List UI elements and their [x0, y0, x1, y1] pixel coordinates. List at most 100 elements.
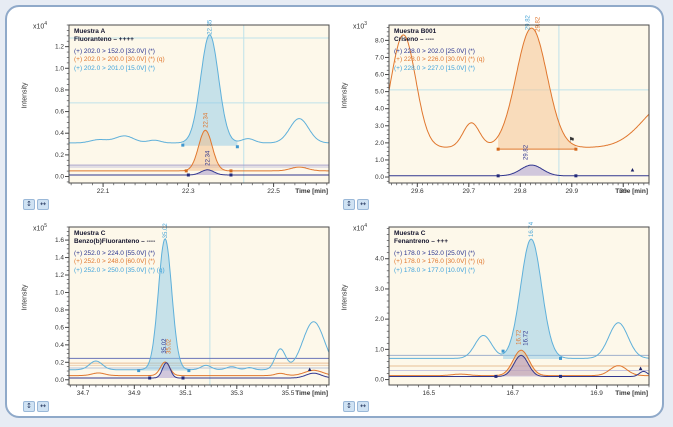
- light-blue-trace: [68, 34, 329, 144]
- annotation-glyphs: ▲: [307, 367, 313, 373]
- axis-ticks: 16.5 16.7 16.9 0.0 1.0 2.0 3.0 4.0 Time [min]: [375, 228, 650, 397]
- y-axis-tick-label: 8.0: [375, 37, 384, 44]
- integration-markers: [137, 369, 191, 380]
- x-axis-tick-label: 35.5: [282, 390, 295, 397]
- retention-time-label: 22.34: [203, 112, 209, 128]
- trace-legend: Muestra A Fluoranteno – ++++ (+) 202.0 > 1…: [74, 28, 165, 73]
- axis-zoom-buttons: ↕ ↔: [343, 401, 369, 412]
- y-axis-tick-label: 5.0: [375, 89, 384, 96]
- autoscale-y-button[interactable]: ↕: [343, 401, 355, 412]
- x-axis-title: Time [min]: [295, 390, 328, 397]
- x-axis-title: Time [min]: [615, 390, 648, 397]
- peak-fill-areas: [498, 28, 576, 176]
- retention-time-label: 35.02: [162, 338, 168, 354]
- orange-trace: [388, 27, 650, 148]
- y-axis-tick-label: 2.0: [375, 140, 384, 147]
- x-axis-tick-label: 16.5: [423, 390, 436, 397]
- transition-label: (+) 252.0 > 224.0 [55.0V] (*): [74, 249, 155, 257]
- navy-trace: [389, 354, 650, 377]
- autoscale-y-button[interactable]: ↕: [343, 199, 355, 210]
- chromatogram-panel-muestra-c-benzo-b-fluoranteno: ▲ 35.02 35.02 35.02 34.7 34.9 35.1 35.3 35.5 0.0 0…: [19, 217, 335, 415]
- retention-time-labels: 29.82 29.82 29.82: [523, 15, 541, 160]
- autoscale-x-button[interactable]: ↔: [357, 401, 369, 412]
- x-axis-tick-label: 29.9: [565, 188, 578, 195]
- y-axis-title: Intensity: [21, 284, 29, 311]
- transition-label: (+) 178.0 > 177.0 [10.0V] (*): [394, 266, 475, 274]
- x-axis-title: Time [min]: [295, 188, 328, 195]
- plot-area-muestra-a-fluoranteno[interactable]: 22.35 22.34 22.34 22.1 22.3 22.5 0.0 0.2 0.4 0.6 0…: [19, 15, 335, 213]
- retention-time-label: 35.02: [163, 223, 169, 239]
- x-axis-tick-label: 35.3: [230, 390, 243, 397]
- chromatogram-grid: 22.35 22.34 22.34 22.1 22.3 22.5 0.0 0.2 0.4 0.6 0…: [19, 15, 655, 415]
- transition-label: (+) 228.0 > 226.0 [30.0V] (*) (q): [394, 56, 485, 64]
- y-axis-tick-label: 0.4: [55, 342, 64, 349]
- y-axis-tick-label: 0.2: [55, 152, 64, 159]
- axis-ticks: 22.1 22.3 22.5 0.0 0.2 0.4 0.6 0.8 1.0 1.2 Time [m…: [55, 24, 328, 195]
- y-axis-tick-label: 1.2: [55, 272, 64, 279]
- y-axis-tick-label: 1.0: [55, 65, 64, 72]
- y-axis-tick-label: 0.2: [55, 359, 64, 366]
- y-axis-scale-label: x103: [353, 21, 368, 31]
- trace-legend: Muestra B001 Criseno – ---- (+) 228.0 > 20…: [394, 28, 485, 73]
- y-axis-tick-label: 0.6: [55, 109, 64, 116]
- transition-label: (+) 228.0 > 227.0 [15.0V] (*): [394, 64, 475, 72]
- y-axis-scale-label: x105: [33, 223, 48, 233]
- chromatogram-traces: [389, 238, 650, 377]
- axis-zoom-buttons: ↕ ↔: [343, 199, 369, 210]
- autoscale-x-button[interactable]: ↔: [37, 401, 49, 412]
- compound-name: Benzo(b)Fluoranteno – ----: [74, 238, 156, 246]
- plot-area-muestra-c-fenantreno[interactable]: ▲ 16.74 16.72 16.72 16.5 16.7 16.9 0.0 1.0 2.0 3.0…: [339, 217, 655, 415]
- svg-text:▲: ▲: [630, 167, 636, 173]
- x-axis-tick-label: 29.6: [411, 188, 424, 195]
- autoscale-x-button[interactable]: ↔: [37, 199, 49, 210]
- transition-label: (+) 252.0 > 248.0 [60.0V] (*): [74, 258, 155, 266]
- y-axis-tick-label: 6.0: [375, 72, 384, 79]
- figure-card: 22.35 22.34 22.34 22.1 22.3 22.5 0.0 0.2 0.4 0.6 0…: [5, 5, 664, 418]
- autoscale-y-button[interactable]: ↕: [23, 199, 35, 210]
- y-axis-title: Intensity: [341, 284, 349, 311]
- svg-text:▲: ▲: [307, 367, 313, 373]
- y-axis-tick-label: 2.0: [375, 316, 384, 323]
- trace-legend: Muestra C Benzo(b)Fluoranteno – ---- (+) 2…: [74, 230, 165, 275]
- x-axis-tick-label: 22.3: [182, 188, 195, 195]
- retention-time-label: 29.82: [525, 15, 531, 30]
- x-axis-tick-label: 29.7: [462, 188, 475, 195]
- sample-name: Muestra A: [74, 28, 106, 35]
- integration-markers: [496, 147, 578, 178]
- y-axis-tick-label: 0.0: [55, 174, 64, 181]
- y-axis-tick-label: 3.0: [375, 286, 384, 293]
- x-axis-tick-label: 22.1: [97, 188, 110, 195]
- chromatogram-panel-muestra-c-fenantreno: ▲ 16.74 16.72 16.72 16.5 16.7 16.9 0.0 1.0 2.0 3.0…: [339, 217, 655, 415]
- y-axis-tick-label: 1.6: [55, 237, 64, 244]
- y-axis-tick-label: 0.8: [55, 87, 64, 94]
- axis-zoom-buttons: ↕ ↔: [23, 199, 49, 210]
- y-axis-tick-label: 1.0: [55, 289, 64, 296]
- retention-time-label: 16.74: [529, 221, 535, 237]
- y-axis-tick-label: 0.4: [55, 130, 64, 137]
- navy-trace: [69, 169, 329, 176]
- chromatogram-traces: [68, 34, 329, 176]
- chromatogram-panel-muestra-b001-criseno: ⚑ ▲ 29.82 29.82 29.82 29.6 29.7 29.8 29.9 30 0.0 1.…: [339, 15, 655, 213]
- transition-label: (+) 202.0 > 152.0 [32.0V] (*): [74, 47, 155, 55]
- axis-zoom-buttons: ↕ ↔: [23, 401, 49, 412]
- y-axis-tick-label: 7.0: [375, 54, 384, 61]
- sample-name: Muestra C: [74, 230, 106, 237]
- retention-time-labels: 16.74 16.72 16.72: [517, 221, 536, 345]
- x-axis-tick-label: 34.7: [77, 390, 90, 397]
- retention-time-label: 22.34: [206, 150, 212, 166]
- transition-label: (+) 228.0 > 202.0 [25.0V] (*): [394, 47, 475, 55]
- x-axis-tick-label: 16.9: [590, 390, 603, 397]
- x-axis-tick-label: 22.5: [267, 188, 280, 195]
- x-axis-title: Time [min]: [615, 188, 648, 195]
- autoscale-x-button[interactable]: ↔: [357, 199, 369, 210]
- y-axis-tick-label: 0.0: [375, 377, 384, 384]
- compound-name: Criseno – ----: [394, 36, 435, 44]
- sample-name: Muestra C: [394, 230, 426, 237]
- autoscale-y-button[interactable]: ↕: [23, 401, 35, 412]
- compound-name: Fenantreno – +++: [394, 238, 449, 246]
- svg-text:▲: ▲: [638, 366, 644, 372]
- orange-trace: [69, 129, 329, 172]
